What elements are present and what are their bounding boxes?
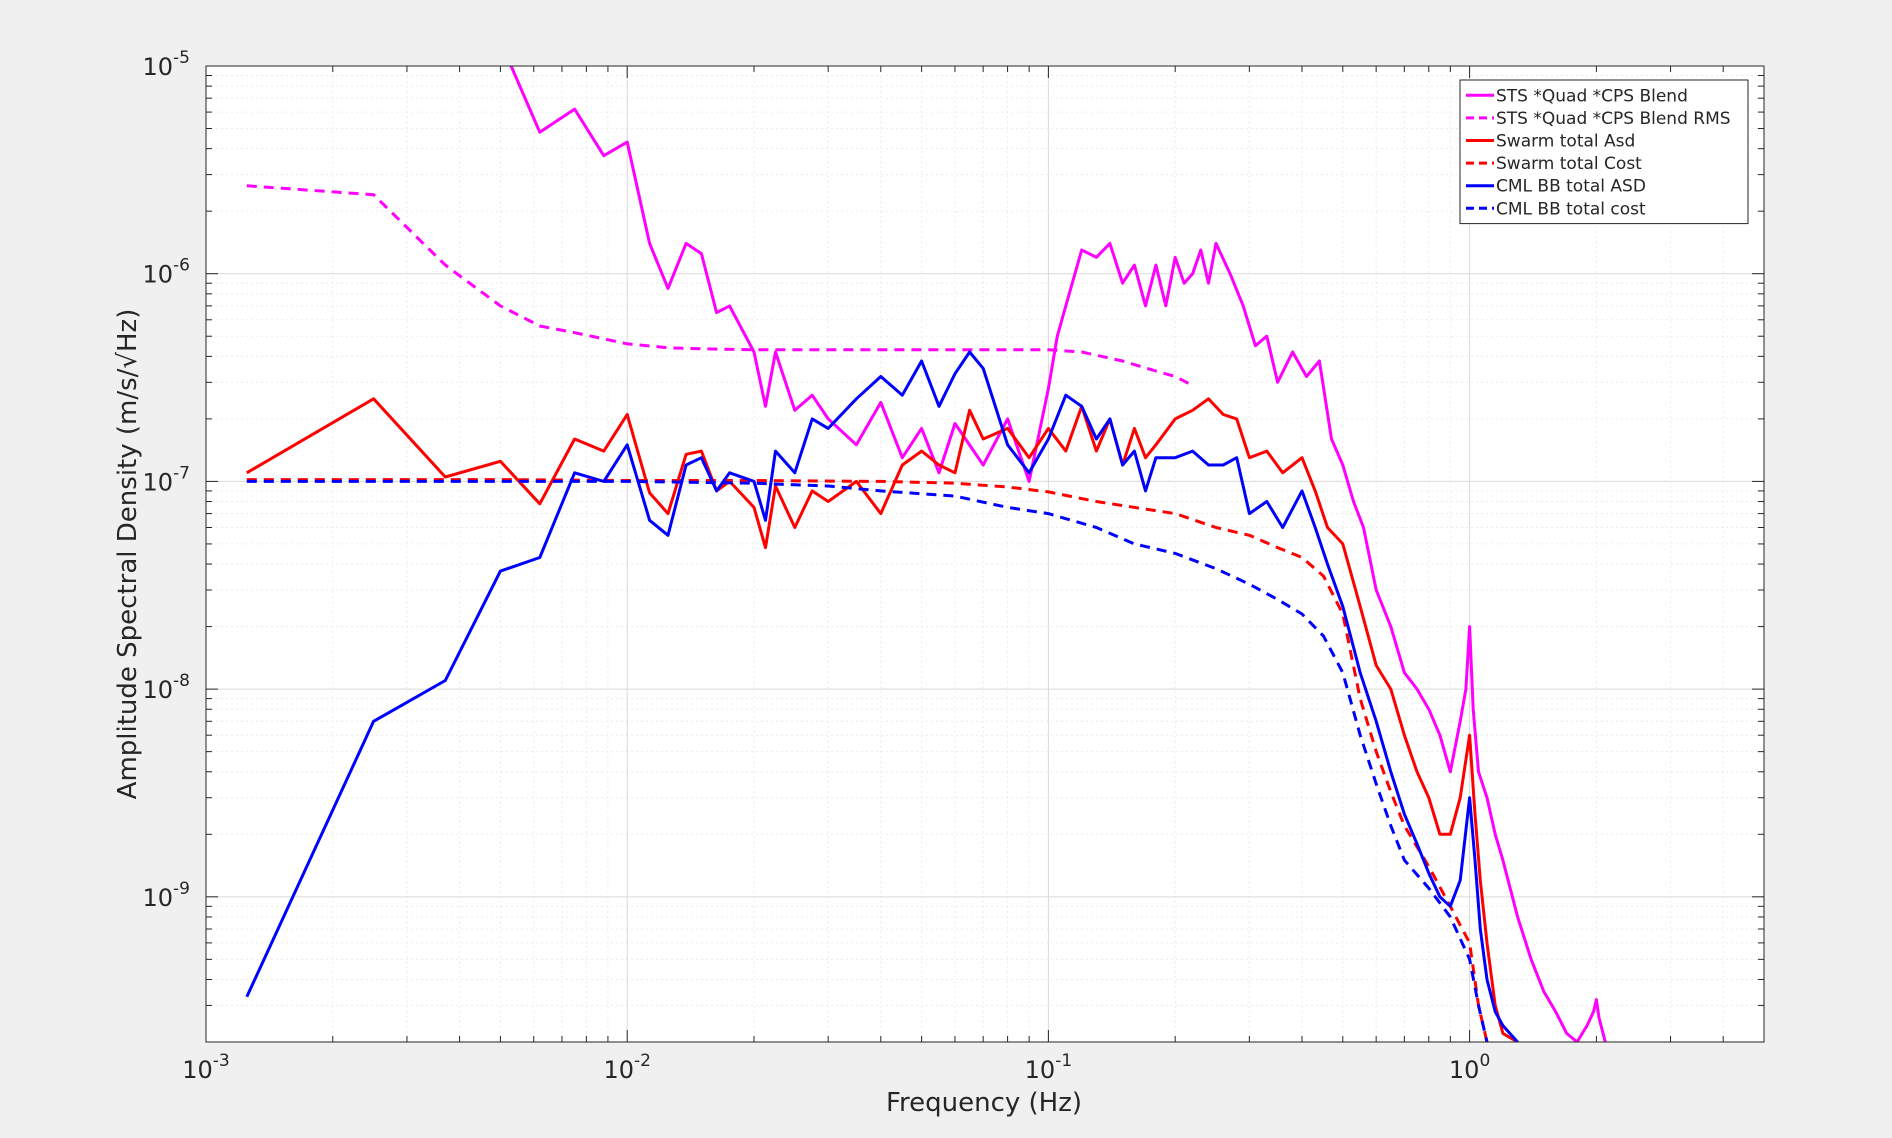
- series-sts-quad-cps-blend: [509, 66, 1607, 1042]
- y-tick-label: 10-6: [143, 256, 191, 289]
- legend[interactable]: STS *Quad *CPS Blend STS *Quad *CPS Blend…: [1459, 79, 1749, 225]
- legend-entry: STS *Quad *CPS Blend RMS: [1496, 109, 1731, 129]
- series-layer: [245, 66, 1607, 1042]
- x-tick-label: 10-1: [1025, 1051, 1073, 1084]
- series-cml-bb-total-cost: [246, 479, 1489, 1042]
- series-cml-bb-total-asd: [245, 350, 1519, 1042]
- plot-frame: [205, 65, 1765, 1043]
- axis-ticks: [205, 65, 1765, 1043]
- x-tick-label: 10-2: [603, 1051, 651, 1084]
- y-tick-label: 10-7: [143, 463, 191, 496]
- x-tick-labels: 10-3 10-2 10-1 100: [182, 1051, 1490, 1084]
- y-tick-labels: 10-5 10-6 10-7 10-8 10-9: [143, 48, 191, 912]
- x-axis-label: Frequency (Hz): [886, 1088, 1082, 1118]
- x-tick-label: 100: [1449, 1051, 1490, 1084]
- plot-background: [206, 66, 1764, 1042]
- y-axis-label: Amplitude Spectral Density (m/s/√Hz): [113, 309, 143, 800]
- legend-entry: STS *Quad *CPS Blend: [1496, 86, 1688, 106]
- y-tick-label: 10-9: [143, 879, 191, 912]
- legend-box: [1459, 79, 1749, 225]
- legend-entry: Swarm total Cost: [1496, 154, 1642, 174]
- legend-entry: CML BB total ASD: [1496, 177, 1646, 197]
- legend-entry: CML BB total cost: [1496, 199, 1646, 219]
- series-sts-quad-cps-blend-rms: [246, 184, 1194, 387]
- y-tick-label: 10-8: [143, 671, 191, 704]
- legend-entry: Swarm total Asd: [1496, 132, 1635, 152]
- x-tick-label: 10-3: [182, 1051, 230, 1084]
- y-tick-label: 10-5: [143, 48, 191, 81]
- series-swarm-total-asd: [246, 397, 1519, 1042]
